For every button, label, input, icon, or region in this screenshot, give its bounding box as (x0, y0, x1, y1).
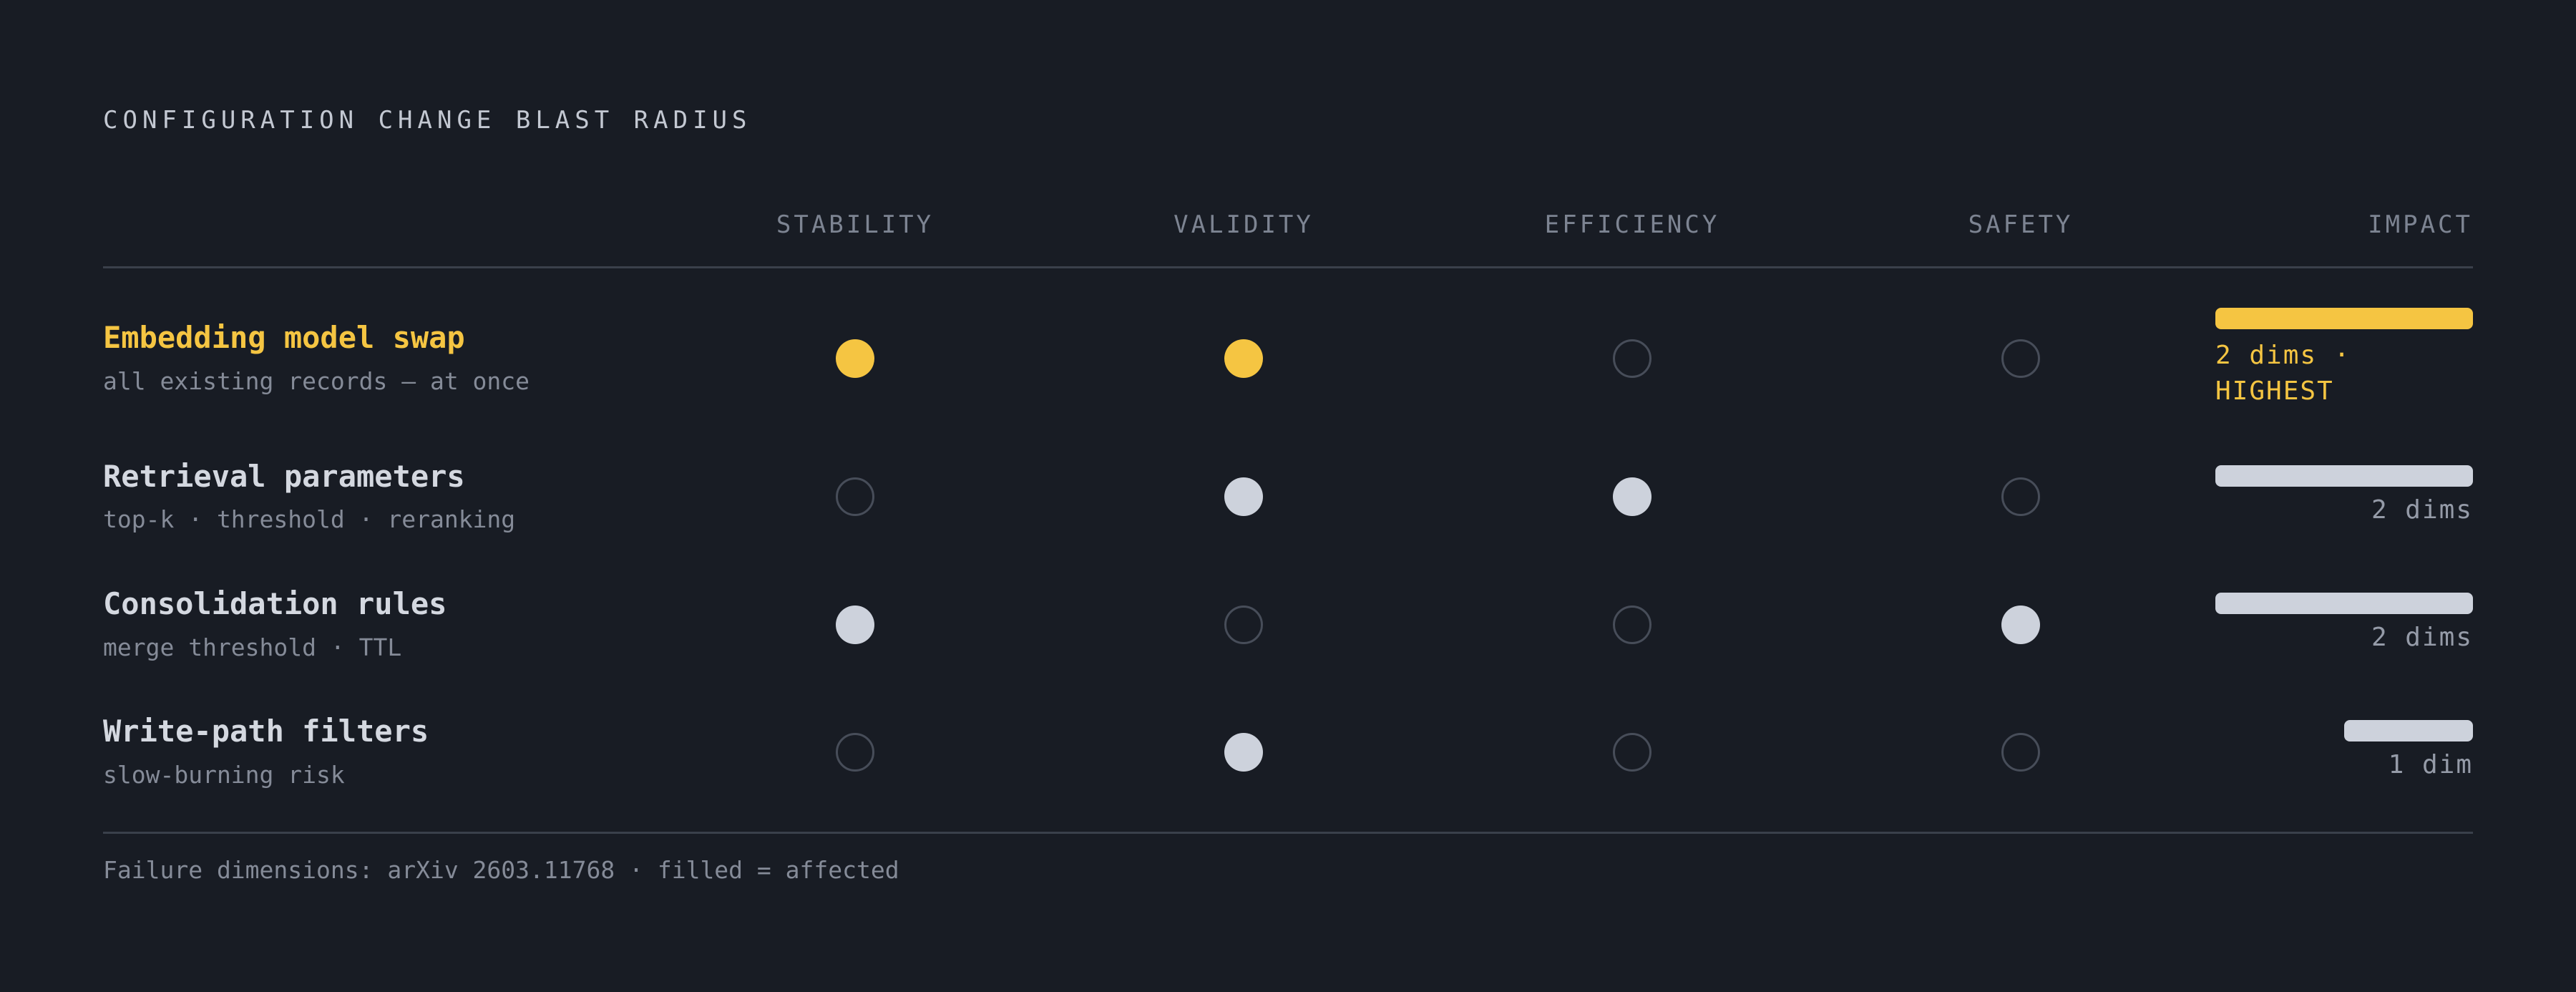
impact-label-line: 2 dims · (2215, 341, 2351, 370)
row-subtitle: top-k · threshold · reranking (103, 505, 516, 533)
column-header-stability: STABILITY (776, 210, 935, 239)
row-subtitle: all existing records — at once (103, 367, 530, 395)
unaffected-dot-stability (836, 477, 874, 516)
impact-label: 2 dims (2371, 495, 2473, 525)
affected-dot-stability (836, 606, 874, 644)
impact-label-line: HIGHEST (2215, 376, 2334, 406)
column-header-impact: IMPACT (2368, 210, 2473, 239)
row-title: Consolidation rules (103, 586, 447, 621)
unaffected-dot-validity (1224, 606, 1263, 644)
affected-dot-validity (1224, 339, 1263, 378)
affected-dot-stability (836, 339, 874, 378)
header-divider (103, 266, 2473, 268)
row-title: Embedding model swap (103, 320, 465, 355)
impact-bar (2215, 593, 2473, 614)
unaffected-dot-safety (2001, 733, 2040, 772)
footer-note: Failure dimensions: arXiv 2603.11768 · f… (103, 856, 899, 884)
impact-bar (2215, 465, 2473, 487)
unaffected-dot-stability (836, 733, 874, 772)
unaffected-dot-efficiency (1613, 733, 1652, 772)
impact-bar (2344, 720, 2473, 741)
row-title: Retrieval parameters (103, 459, 465, 494)
page-title: CONFIGURATION CHANGE BLAST RADIUS (103, 106, 752, 135)
row-subtitle: slow-burning risk (103, 761, 345, 789)
impact-label: 2 dims · HIGHEST (2215, 338, 2351, 409)
unaffected-dot-safety (2001, 477, 2040, 516)
affected-dot-safety (2001, 606, 2040, 644)
impact-label: 1 dim (2388, 750, 2473, 779)
unaffected-dot-safety (2001, 339, 2040, 378)
row-subtitle: merge threshold · TTL (103, 633, 402, 661)
impact-label: 2 dims (2371, 623, 2473, 652)
footer-divider (103, 832, 2473, 834)
row-title: Write-path filters (103, 714, 429, 749)
affected-dot-validity (1224, 477, 1263, 516)
column-header-safety: SAFETY (1968, 210, 2074, 239)
impact-bar (2215, 308, 2473, 329)
affected-dot-efficiency (1613, 477, 1652, 516)
unaffected-dot-efficiency (1613, 606, 1652, 644)
column-header-efficiency: EFFICIENCY (1544, 210, 1720, 239)
column-header-validity: VALIDITY (1174, 210, 1314, 239)
unaffected-dot-efficiency (1613, 339, 1652, 378)
affected-dot-validity (1224, 733, 1263, 772)
